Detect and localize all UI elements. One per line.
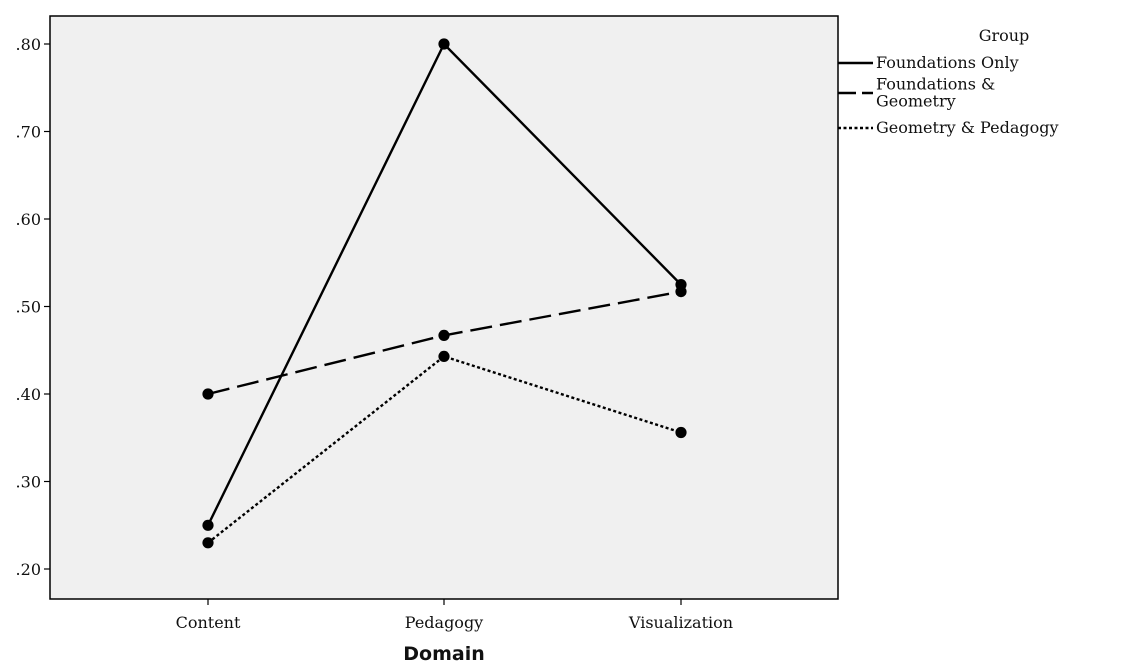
x-tick-label: Pedagogy bbox=[405, 613, 483, 632]
y-tick-label: .60 bbox=[16, 210, 41, 229]
legend-label: Geometry bbox=[876, 92, 956, 111]
legend-title: Group bbox=[979, 26, 1030, 45]
y-tick-label: .20 bbox=[16, 560, 41, 579]
data-point bbox=[675, 286, 687, 298]
data-point bbox=[675, 426, 687, 439]
y-tick-label: .50 bbox=[16, 298, 41, 317]
series-layer bbox=[202, 38, 687, 549]
y-tick-label: .80 bbox=[16, 35, 41, 54]
x-tick-label: Content bbox=[176, 613, 241, 632]
x-tick-label: Visualization bbox=[628, 613, 733, 632]
data-point bbox=[202, 519, 214, 531]
x-axis: Content Pedagogy Visualization bbox=[176, 599, 733, 632]
plot-area bbox=[49, 15, 839, 600]
data-point bbox=[438, 350, 450, 362]
y-axis: .20 .30 .40 .50 .60 .70 .80 bbox=[16, 35, 50, 579]
y-tick-label: .40 bbox=[16, 385, 41, 404]
x-axis-label: Domain bbox=[403, 643, 484, 665]
legend-label: Geometry & Pedagogy bbox=[876, 118, 1059, 137]
series-line bbox=[207, 355, 682, 544]
y-tick-label: .70 bbox=[16, 123, 41, 142]
y-tick-label: .30 bbox=[16, 473, 41, 492]
legend-label: Foundations & bbox=[876, 75, 995, 94]
data-point bbox=[202, 388, 214, 400]
data-point bbox=[438, 38, 450, 50]
data-point bbox=[202, 537, 214, 549]
legend-label: Foundations Only bbox=[876, 53, 1019, 72]
data-point bbox=[438, 329, 450, 341]
